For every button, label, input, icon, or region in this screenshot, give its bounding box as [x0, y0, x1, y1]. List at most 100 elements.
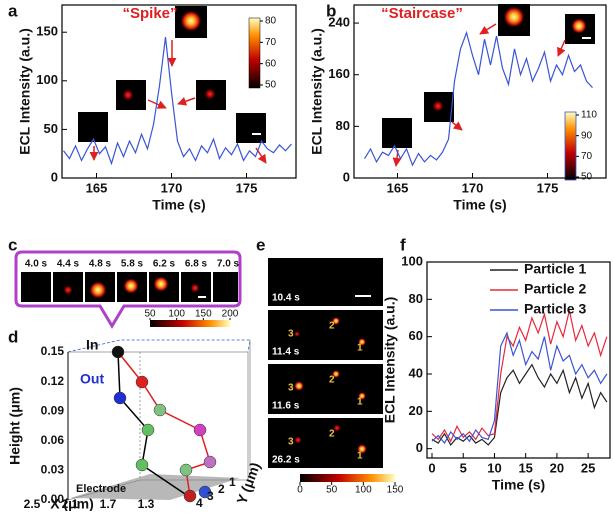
colorbar-label: 0 — [297, 485, 303, 496]
height-title: Height (μm) — [7, 387, 23, 465]
x-tick-label: 175 — [236, 180, 258, 195]
y-tick-label: 0 — [416, 440, 423, 455]
panel-label: e — [256, 235, 265, 254]
x-tick-label: 165 — [387, 180, 409, 195]
legend-label: Particle 3 — [524, 301, 586, 317]
y-title: Y (μm) — [233, 460, 263, 506]
x-tick-label: 10 — [487, 460, 501, 475]
frame-time: 7.0 s — [217, 259, 240, 270]
colorbar-label: 80 — [265, 16, 277, 27]
y-tick: 1 — [229, 475, 236, 489]
data-line — [431, 310, 608, 443]
frame-time: 4.8 s — [89, 259, 112, 270]
y-tick-label: 100 — [401, 253, 423, 268]
height-tick: 0.00 — [41, 492, 65, 506]
panel-label: d — [8, 327, 18, 346]
x-tick-label: 0 — [428, 460, 435, 475]
panel-label: f — [400, 235, 406, 254]
height-tick: 0.12 — [41, 374, 65, 388]
y-tick-label: 80 — [409, 291, 423, 306]
frame-time: 4.0 s — [25, 259, 48, 270]
colorbar-label: 50 — [265, 80, 277, 91]
y-tick: 2 — [218, 482, 225, 496]
panel-label: b — [326, 1, 336, 20]
y-tick-label: 0 — [51, 169, 58, 184]
height-tick: 0.03 — [41, 463, 65, 477]
legend-label: Particle 2 — [524, 281, 586, 297]
y-tick-label: 20 — [409, 403, 423, 418]
frame-time: 26.2 s — [272, 455, 300, 466]
data-line — [63, 36, 292, 166]
colorbar-label: 100 — [168, 309, 185, 320]
annotation: “Spike” — [122, 5, 177, 22]
particle-label: 3 — [288, 383, 294, 394]
data-line — [363, 30, 593, 167]
legend-label: Particle 1 — [524, 261, 586, 277]
particle-label: 1 — [357, 397, 363, 408]
x-axis-title: Time (s) — [152, 197, 205, 213]
particle-label: 2 — [329, 429, 335, 440]
y-tick: 4 — [196, 496, 203, 510]
frame-time: 11.4 s — [272, 347, 300, 358]
x-tick: 1.7 — [100, 497, 117, 511]
x-tick: 2.5 — [24, 497, 41, 511]
frame-time: 10.4 s — [272, 293, 300, 304]
y-tick-label: 100 — [36, 72, 58, 87]
x-tick-label: 165 — [86, 180, 108, 195]
colorbar-label: 50 — [144, 309, 156, 320]
particle-label: 2 — [329, 375, 335, 386]
in-label: In — [86, 337, 98, 353]
decorations — [14, 4, 595, 503]
y-axis-title: ECL Intensity (a.u.) — [17, 28, 33, 155]
particle-label: 1 — [357, 343, 363, 354]
x-tick-label: 25 — [581, 460, 595, 475]
particle-label: 2 — [329, 321, 335, 332]
out-label: Out — [80, 371, 104, 387]
y-tick-label: 150 — [36, 24, 58, 39]
x-axis-title: Time (s) — [492, 477, 545, 493]
plot-frame — [61, 4, 297, 179]
colorbar-label: 70 — [581, 151, 593, 162]
x-title: X (μm) — [50, 496, 94, 511]
height-tick: 0.15 — [41, 344, 65, 358]
height-tick: 0.09 — [41, 403, 65, 417]
plot-frame — [426, 261, 611, 459]
colorbar-label: 200 — [222, 309, 239, 320]
colorbar-label: 50 — [326, 485, 338, 496]
data-line — [431, 363, 608, 446]
colorbar-label: 50 — [581, 172, 593, 183]
y-axis-title: ECL Intensity (a.u.) — [382, 297, 398, 424]
panel-label: a — [8, 1, 18, 20]
particle-label: 3 — [288, 437, 294, 448]
annotation: “Staircase” — [381, 5, 463, 22]
frame-time: 5.8 s — [121, 259, 144, 270]
colorbar-label: 150 — [387, 485, 404, 496]
colorbar-label: 70 — [265, 37, 277, 48]
x-tick-label: 5 — [460, 460, 467, 475]
y-tick-label: 60 — [409, 328, 423, 343]
y-axis-title: ECL Intensity (a.u.) — [309, 28, 325, 155]
x-tick-label: 175 — [537, 180, 559, 195]
particle-label: 1 — [357, 451, 363, 462]
y-tick-label: 80 — [336, 118, 350, 133]
height-tick: 0.06 — [41, 433, 65, 447]
colorbar-label: 150 — [195, 309, 212, 320]
colorbar-label: 110 — [581, 110, 597, 121]
x-tick-label: 170 — [462, 180, 484, 195]
colorbar-label: 60 — [265, 58, 277, 69]
y-tick-label: 160 — [328, 66, 350, 81]
y-tick-label: 50 — [44, 121, 58, 136]
x-tick-label: 15 — [518, 460, 532, 475]
colorbar-label: 90 — [581, 130, 593, 141]
x-tick: 1.3 — [138, 497, 155, 511]
y-tick-label: 40 — [409, 365, 423, 380]
data-line — [431, 331, 608, 445]
plot-frame — [353, 4, 607, 179]
frame-time: 6.8 s — [185, 259, 208, 270]
frame-time: 11.6 s — [272, 401, 300, 412]
x-tick-label: 170 — [161, 180, 183, 195]
y-tick-label: 240 — [328, 15, 350, 30]
electrode-label: Electrode — [76, 483, 126, 495]
particle-label: 3 — [288, 329, 294, 340]
